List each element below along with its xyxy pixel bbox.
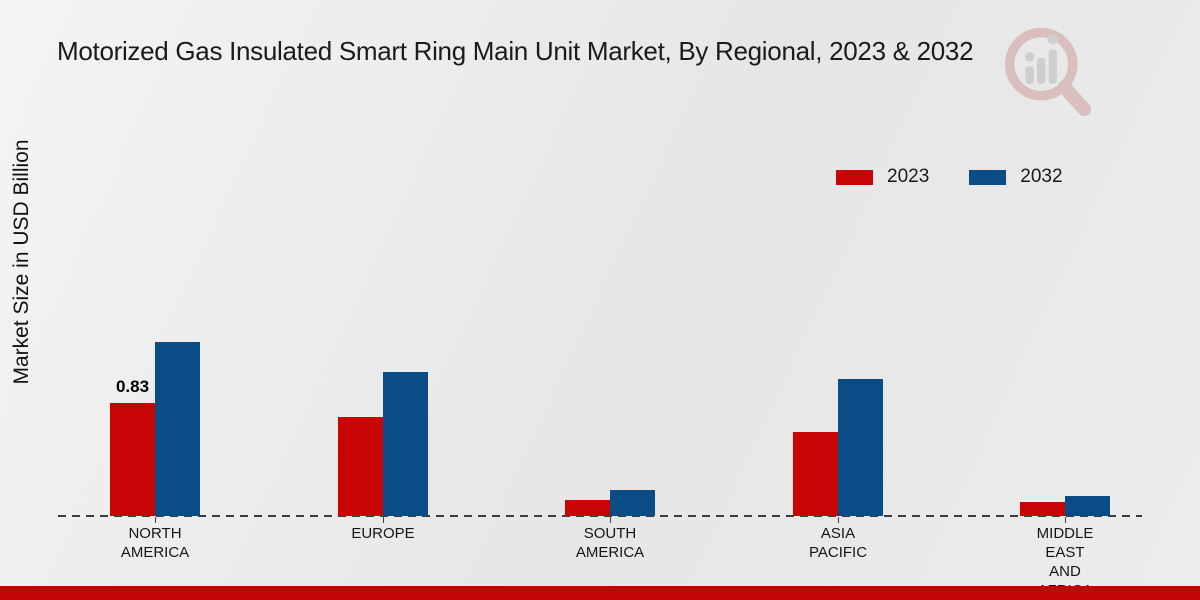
legend-item-2023: 2023 bbox=[836, 166, 929, 188]
bar-2032-south-america bbox=[610, 490, 655, 516]
legend-label-2023: 2023 bbox=[887, 166, 930, 187]
x-axis-label-europe: EUROPE bbox=[351, 525, 415, 542]
bar-2032-north-america bbox=[155, 342, 200, 516]
bar-2023-south-america bbox=[565, 500, 610, 516]
x-axis-label-asia-pacific: ASIA PACIFIC bbox=[808, 525, 868, 561]
chart-title: Motorized Gas Insulated Smart Ring Main … bbox=[57, 36, 974, 66]
legend: 2023 2032 bbox=[836, 166, 1063, 188]
legend-swatch-2023 bbox=[836, 169, 873, 185]
x-axis-label-north-america: NORTH AMERICA bbox=[120, 525, 190, 561]
bar-2023-asia-pacific bbox=[793, 432, 838, 516]
legend-item-2032: 2032 bbox=[969, 166, 1063, 188]
legend-label-2032: 2032 bbox=[1020, 166, 1063, 187]
bar-value-label: 0.83 bbox=[115, 377, 150, 396]
bottom-accent-strip bbox=[0, 586, 1200, 600]
x-axis-tick bbox=[383, 517, 384, 523]
x-axis-tick bbox=[155, 517, 156, 523]
x-axis-tick bbox=[1065, 517, 1066, 523]
bar-2032-europe bbox=[383, 372, 428, 516]
bar-2032-middle-east-and-africa bbox=[1065, 496, 1110, 516]
bar-2023-middle-east-and-africa bbox=[1020, 502, 1065, 516]
x-axis-tick bbox=[610, 517, 611, 523]
x-axis-baseline bbox=[58, 515, 1142, 517]
x-axis-tick bbox=[838, 517, 839, 523]
bar-2032-asia-pacific bbox=[838, 379, 883, 516]
x-axis-label-south-america: SOUTH AMERICA bbox=[575, 525, 645, 561]
magnifier-bar-chart-logo-icon bbox=[1004, 27, 1092, 117]
y-axis-label: Market Size in USD Billion bbox=[10, 139, 33, 385]
bar-2023-north-america bbox=[110, 403, 155, 516]
legend-swatch-2032 bbox=[969, 169, 1007, 185]
bar-2023-europe bbox=[338, 417, 383, 516]
